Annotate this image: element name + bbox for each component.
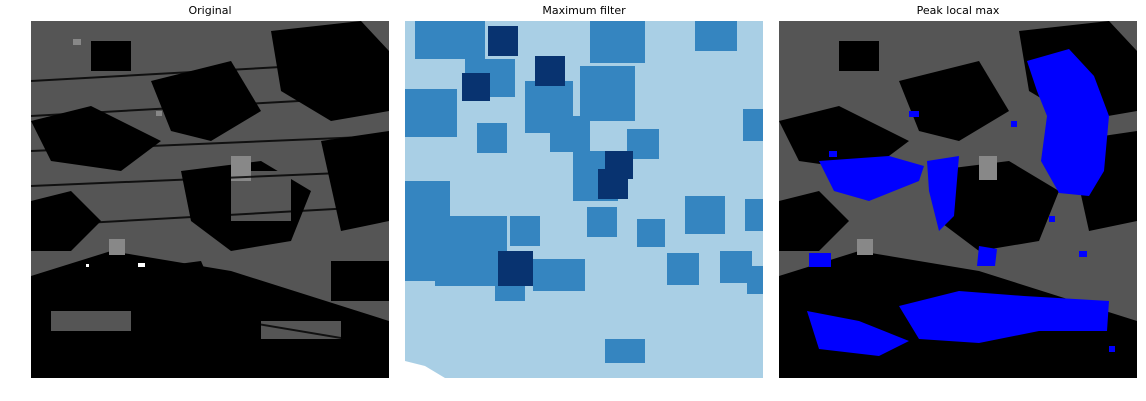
panel-title-original: Original [188,4,232,17]
original-image [31,21,389,378]
maximum-filter-panel [405,21,763,378]
panel-title-maximum-filter: Maximum filter [542,4,626,17]
peak-local-max-image [779,21,1137,378]
panel-title-peak-local-max: Peak local max [916,4,1000,17]
maximum-filter-image [405,21,763,378]
original-image-panel [31,21,389,378]
peak-local-max-panel [779,21,1137,378]
